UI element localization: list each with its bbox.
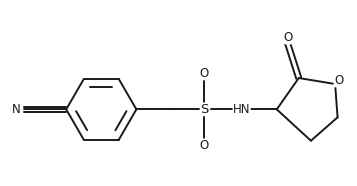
Text: O: O — [200, 67, 209, 80]
Text: HN: HN — [233, 103, 250, 116]
Text: N: N — [12, 103, 20, 116]
Text: O: O — [283, 31, 292, 44]
Text: O: O — [200, 139, 209, 152]
Text: O: O — [335, 74, 344, 87]
Text: S: S — [200, 103, 208, 116]
